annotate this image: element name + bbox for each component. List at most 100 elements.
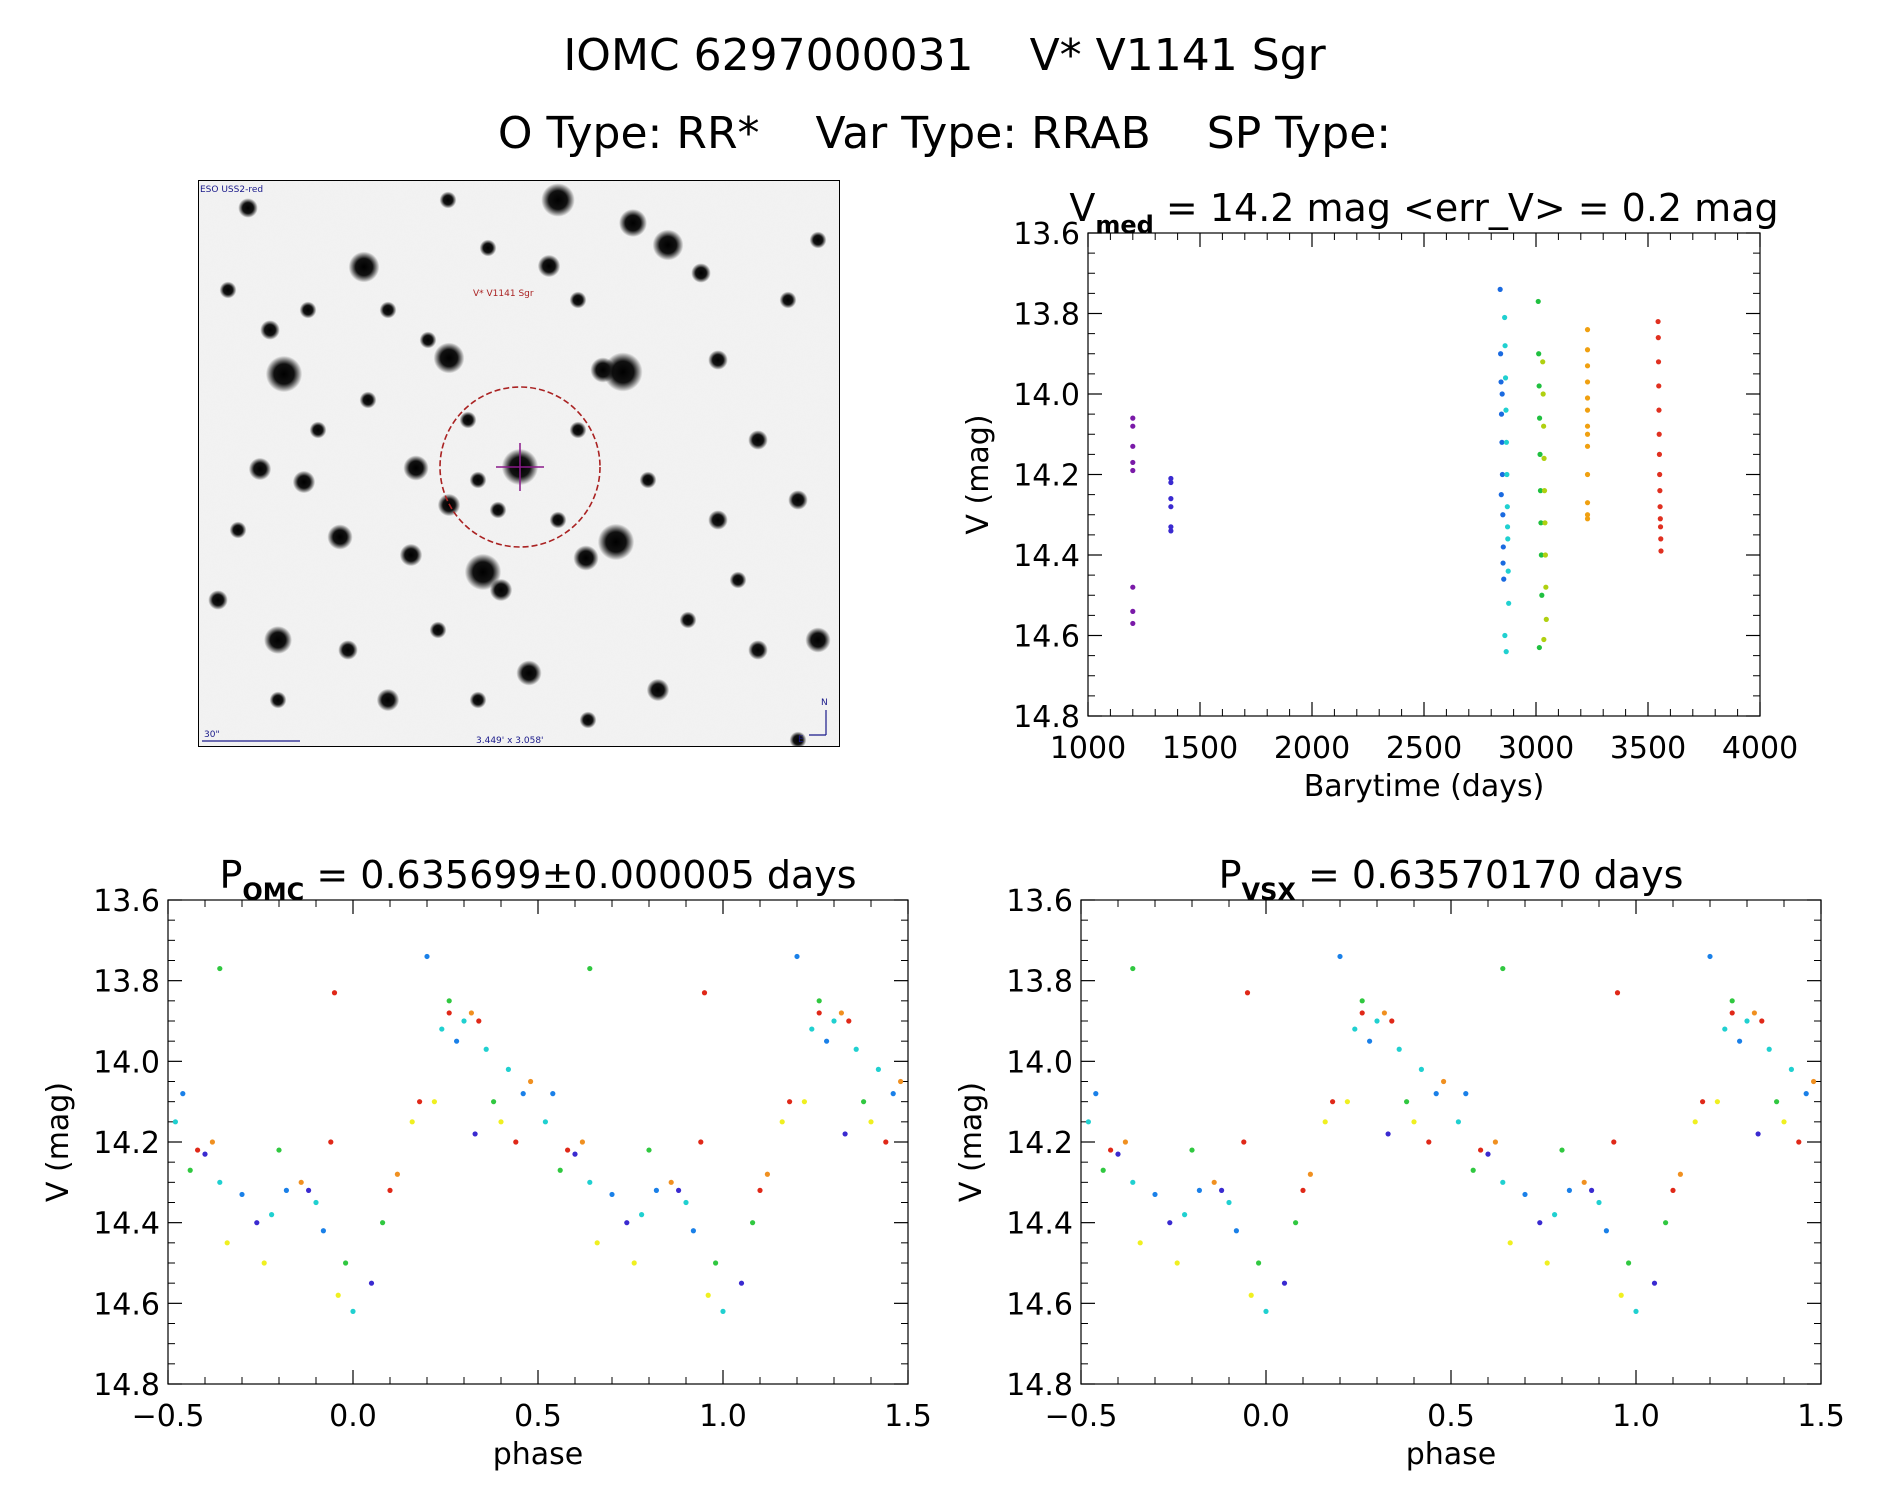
- data-point: [424, 953, 430, 960]
- data-point: [1502, 375, 1509, 381]
- data-point: [1655, 359, 1662, 365]
- data-point: [1538, 552, 1544, 558]
- data-point: [454, 1038, 460, 1044]
- series-5: [1122, 1010, 1817, 1185]
- finder-star: [269, 691, 287, 709]
- data-point: [1584, 395, 1591, 401]
- data-point: [1584, 443, 1591, 449]
- finder-star: [639, 471, 657, 489]
- data-point: [1542, 552, 1549, 558]
- x-tick-label: 1.5: [884, 1399, 932, 1434]
- data-point: [1168, 528, 1174, 534]
- y-tick-label: 14.8: [93, 1368, 160, 1403]
- data-point: [1233, 1228, 1239, 1234]
- data-point: [838, 1010, 845, 1016]
- data-point: [1130, 584, 1136, 590]
- data-point: [1656, 407, 1662, 413]
- data-point: [1692, 1119, 1698, 1125]
- x-tick-label: 2500: [1386, 731, 1462, 766]
- data-point: [1498, 411, 1505, 417]
- data-point: [335, 1292, 341, 1298]
- series-1: [1168, 475, 1174, 534]
- phase-plot-omc: POMC = 0.635699±0.000005 days −0.5 0.0 0.5 1…: [0, 835, 945, 1494]
- data-point: [1352, 1026, 1358, 1032]
- data-point: [1584, 431, 1591, 437]
- series-7: [1655, 318, 1664, 554]
- data-point: [1367, 1038, 1373, 1044]
- data-point: [690, 1228, 697, 1234]
- data-point: [1441, 1078, 1447, 1085]
- finder-star: [573, 545, 599, 571]
- data-point: [809, 1026, 815, 1032]
- data-point: [1542, 520, 1548, 526]
- finder-star: [327, 524, 353, 550]
- finder-star: [403, 455, 429, 481]
- y-tick-label: 14.2: [1013, 459, 1080, 494]
- data-point: [276, 1147, 282, 1153]
- finder-star: [459, 411, 477, 429]
- data-point: [1663, 1220, 1669, 1226]
- data-point: [1541, 455, 1547, 461]
- data-point: [1263, 1308, 1269, 1314]
- series-2: [1085, 1018, 1794, 1314]
- x-tick-label: 1500: [1162, 731, 1238, 766]
- data-point: [1584, 379, 1591, 385]
- data-point: [1168, 479, 1174, 486]
- sptype-label: SP Type:: [1206, 108, 1392, 159]
- data-point: [816, 998, 822, 1004]
- data-point: [890, 1091, 896, 1097]
- data-point: [1463, 1091, 1469, 1097]
- x-tick-label: 0.0: [329, 1399, 377, 1434]
- data-point: [1603, 1228, 1609, 1234]
- data-point: [528, 1078, 534, 1085]
- data-point: [202, 1151, 208, 1157]
- x-tick-label: −0.5: [1045, 1399, 1118, 1434]
- data-point: [676, 1187, 682, 1193]
- data-point: [1755, 1131, 1761, 1137]
- data-point: [1506, 600, 1512, 606]
- data-point: [1344, 1099, 1350, 1105]
- data-point: [1584, 516, 1591, 522]
- data-point: [1168, 524, 1174, 530]
- data-point: [1359, 1010, 1365, 1016]
- data-point: [801, 1099, 808, 1105]
- data-point: [1130, 423, 1136, 429]
- data-point: [1658, 548, 1664, 554]
- data-point: [631, 1260, 637, 1266]
- finder-star: [439, 191, 457, 209]
- data-point: [331, 990, 338, 996]
- finder-star: [579, 711, 597, 729]
- data-point: [1541, 636, 1547, 643]
- y-tick-label: 14.2: [1006, 1126, 1073, 1161]
- data-point: [1100, 1167, 1106, 1173]
- title-rest: = 14.2 mag <err_V> = 0.2 mag: [1154, 186, 1779, 230]
- y-tick-label: 13.8: [1013, 298, 1080, 333]
- data-point: [1539, 592, 1545, 598]
- y-tick-label: 13.6: [93, 884, 160, 919]
- x-tick-label: 4000: [1722, 731, 1798, 766]
- finder-star: [569, 421, 587, 439]
- data-point: [1538, 520, 1544, 526]
- data-point: [491, 1099, 497, 1105]
- data-point: [883, 1139, 889, 1145]
- data-point: [1396, 1046, 1402, 1052]
- data-point: [209, 1139, 215, 1145]
- data-point: [1130, 1179, 1136, 1185]
- data-point: [542, 1119, 549, 1125]
- data-point: [1498, 379, 1504, 385]
- data-point: [1359, 998, 1365, 1004]
- data-point: [1500, 512, 1506, 518]
- y-tick-label: 14.6: [1013, 620, 1080, 655]
- plot-title: Vmed = 14.2 mag <err_V> = 0.2 mag: [1069, 186, 1778, 239]
- finder-chart: ESO USS2-red V* V1141 Sgr 30" 3.449' x 3…: [198, 180, 840, 749]
- finder-star: [788, 490, 808, 510]
- data-point: [1504, 504, 1510, 510]
- series-3: [1502, 314, 1512, 655]
- data-point: [1811, 1078, 1817, 1085]
- finder-star: [238, 198, 258, 218]
- title-sub: VSX: [1242, 878, 1297, 906]
- data-point: [868, 1119, 874, 1125]
- data-point: [1540, 359, 1546, 365]
- y-tick-label: 14.8: [1013, 700, 1080, 735]
- data-point: [1657, 524, 1664, 530]
